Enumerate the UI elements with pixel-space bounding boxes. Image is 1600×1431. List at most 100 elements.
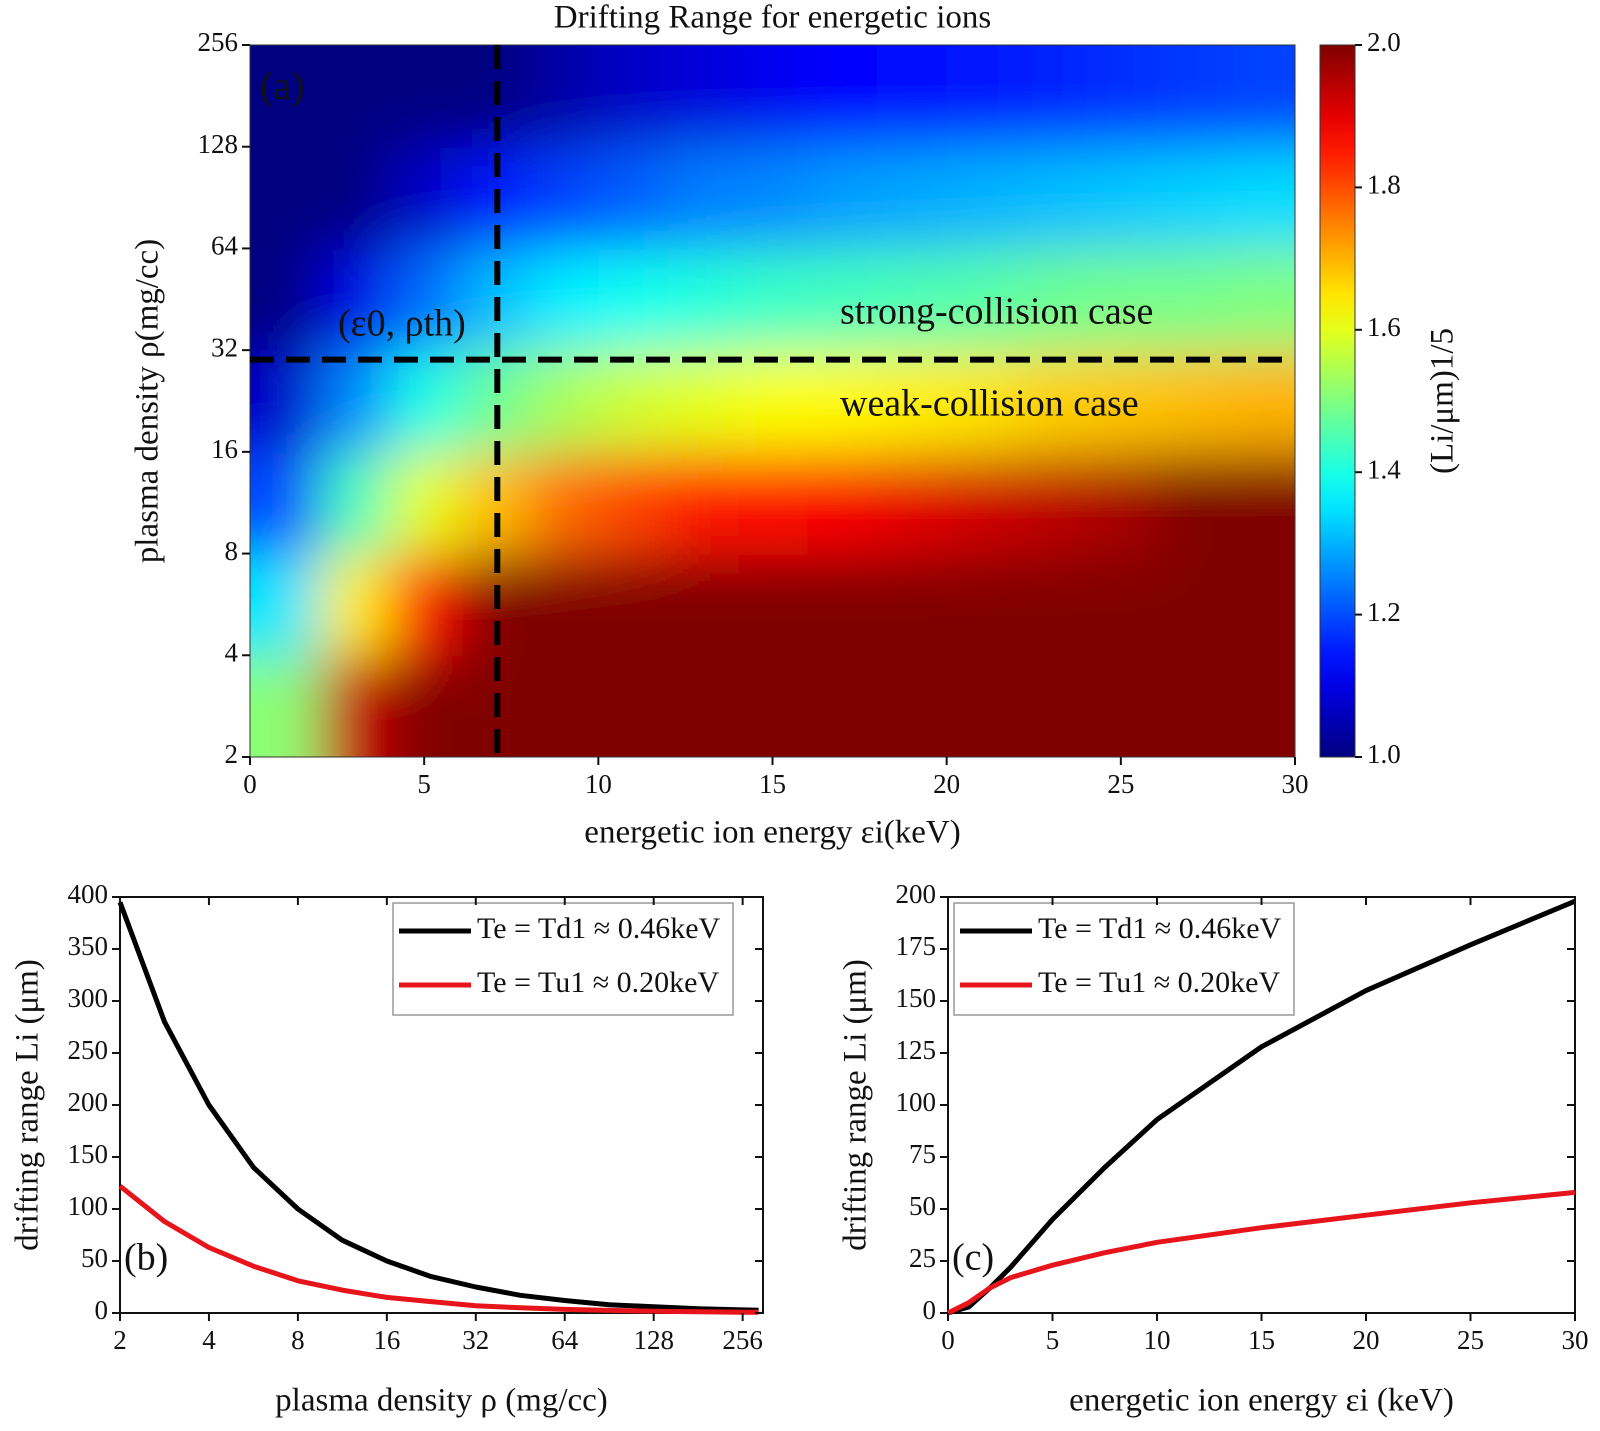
heatmap-cell xyxy=(250,350,321,454)
heatmap-cell xyxy=(598,452,669,555)
x-tick-label: 8 xyxy=(291,1325,305,1355)
y-tick-label: 150 xyxy=(68,1139,109,1169)
heatmap-cell xyxy=(1086,452,1157,555)
heatmap-cell xyxy=(389,248,460,351)
colorbar xyxy=(1319,44,1356,758)
heatmap-cell xyxy=(528,248,600,351)
heatmap-cell xyxy=(737,146,809,250)
x-tick-label: 20 xyxy=(933,769,960,799)
colorbar-tick-label: 2.0 xyxy=(1367,27,1401,57)
x-tick-label: 15 xyxy=(759,769,786,799)
annotation: (ε0, ρth) xyxy=(338,303,466,345)
y-tick-label: 350 xyxy=(68,931,109,961)
heatmap-cell xyxy=(1016,248,1087,351)
x-tick-label: 64 xyxy=(551,1325,579,1355)
heatmap-cell xyxy=(1086,553,1157,657)
y-tick-label: 0 xyxy=(95,1295,109,1325)
heatmap-cell xyxy=(1225,350,1295,454)
x-tick-label: 16 xyxy=(373,1325,400,1355)
y-tick-label: 100 xyxy=(896,1087,937,1117)
y-tick-label: 150 xyxy=(896,983,937,1013)
heatmap-cell xyxy=(737,655,809,757)
x-tick-label: 5 xyxy=(1046,1325,1060,1355)
y-axis-label: drifting range Li (μm) xyxy=(10,959,46,1251)
heatmap-cell xyxy=(250,655,321,757)
colorbar-tick-label: 1.4 xyxy=(1367,454,1401,484)
heatmap-cell xyxy=(389,45,460,148)
legend-box xyxy=(392,902,734,1016)
y-tick-label: 200 xyxy=(68,1087,109,1117)
heatmap-cell xyxy=(598,655,669,757)
heatmap-cell xyxy=(807,45,878,148)
x-tick-label: 4 xyxy=(202,1325,216,1355)
legend-label: Te = Td1 ≈ 0.46keV xyxy=(1038,912,1282,945)
heatmap-cell xyxy=(877,248,948,351)
heatmap-cell xyxy=(250,452,321,555)
x-tick-label: 0 xyxy=(243,769,257,799)
heatmap-cell xyxy=(737,248,809,351)
heatmap-cell xyxy=(946,146,1018,250)
heatmap-cell xyxy=(1155,655,1227,757)
colorbar-tick-label: 1.0 xyxy=(1367,739,1401,769)
heatmap-cell xyxy=(877,553,948,657)
heatmap-cell xyxy=(598,350,669,454)
y-tick-label: 128 xyxy=(198,129,239,159)
heatmap-cell xyxy=(1225,553,1295,657)
y-tick-label: 0 xyxy=(923,1295,937,1325)
heatmap-clip xyxy=(250,45,1295,757)
heatmap-cell xyxy=(1016,350,1087,454)
legend-box xyxy=(953,902,1295,1016)
heatmap-cell xyxy=(1086,655,1157,757)
heatmap-cell xyxy=(807,553,878,657)
colorbar-tick-label: 1.8 xyxy=(1367,170,1401,200)
x-tick-label: 0 xyxy=(941,1325,955,1355)
heatmap-cell xyxy=(389,452,460,555)
y-tick-label: 8 xyxy=(225,536,239,566)
annotation: (c) xyxy=(952,1237,994,1279)
heatmap-cell xyxy=(946,553,1018,657)
x-tick-label: 128 xyxy=(633,1325,674,1355)
heatmap-cell xyxy=(807,248,878,351)
heatmap-cell xyxy=(737,350,809,454)
colorbar-tick-label: 1.6 xyxy=(1367,312,1401,342)
heatmap-cell xyxy=(319,452,391,555)
heatmap-cell xyxy=(319,655,391,757)
heatmap-cell xyxy=(1155,350,1227,454)
heatmap-cell xyxy=(528,452,600,555)
heatmap-cell xyxy=(807,146,878,250)
heatmap-cell xyxy=(668,350,739,454)
heatmap-cell xyxy=(319,146,391,250)
heatmap-cell xyxy=(319,350,391,454)
chart-title: Drifting Range for energetic ions xyxy=(554,0,991,36)
y-tick-label: 16 xyxy=(211,434,238,464)
heatmap-cell xyxy=(598,146,669,250)
x-axis-label: energetic ion energy εi(keV) xyxy=(584,815,960,851)
heatmap-cell xyxy=(1086,45,1157,148)
annotation: weak-collision case xyxy=(840,383,1139,425)
heatmap-cell xyxy=(877,146,948,250)
heatmap-cell xyxy=(1225,452,1295,555)
x-tick-label: 32 xyxy=(462,1325,489,1355)
heatmap-cell xyxy=(946,350,1018,454)
series-line xyxy=(118,1184,759,1315)
x-tick-label: 25 xyxy=(1457,1325,1484,1355)
x-axis-label: plasma density ρ (mg/cc) xyxy=(275,1383,608,1419)
y-tick-label: 100 xyxy=(68,1191,109,1221)
heatmap-cell xyxy=(528,655,600,757)
heatmap-cell xyxy=(1016,45,1087,148)
heatmap-cell xyxy=(1225,655,1295,757)
x-tick-label: 10 xyxy=(585,769,612,799)
y-tick-label: 125 xyxy=(896,1035,937,1065)
x-tick-label: 5 xyxy=(417,769,431,799)
y-tick-label: 50 xyxy=(81,1243,108,1273)
heatmap-cell xyxy=(1016,146,1087,250)
heatmap-cell xyxy=(1016,553,1087,657)
series-line xyxy=(117,901,759,1313)
heatmap-cell xyxy=(389,350,460,454)
heatmap-cell xyxy=(1086,350,1157,454)
x-tick-label: 10 xyxy=(1144,1325,1171,1355)
heatmap-cell xyxy=(528,146,600,250)
heatmap-cell xyxy=(528,45,600,148)
heatmap-cell xyxy=(807,655,878,757)
